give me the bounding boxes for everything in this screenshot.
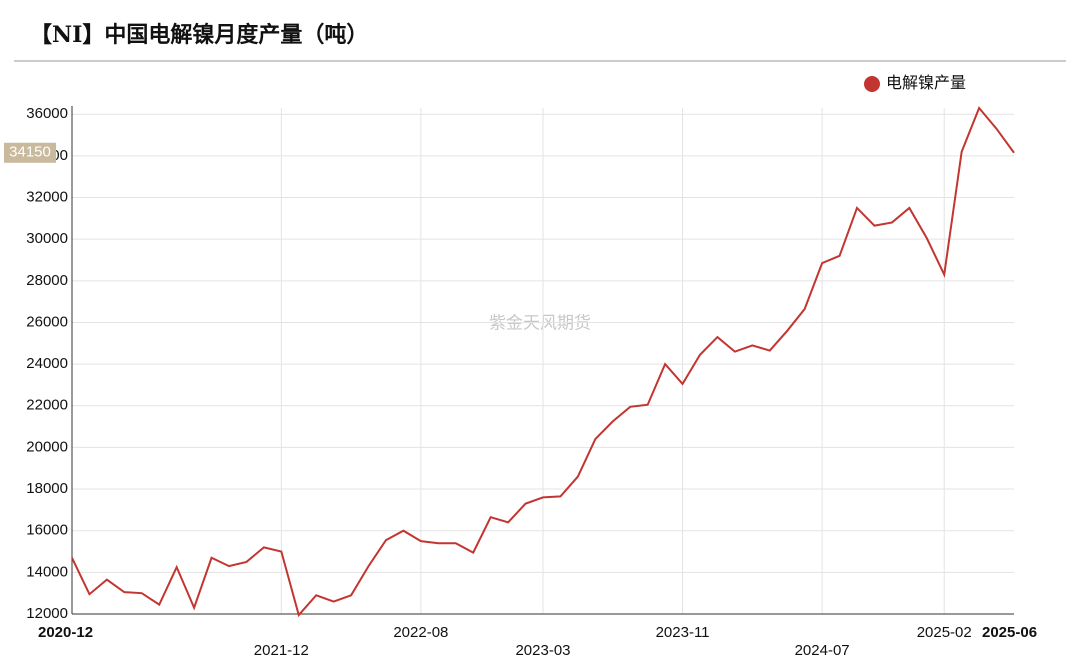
- legend-label: 电解镍产量: [886, 74, 966, 92]
- value-badge-label: 34150: [9, 144, 51, 161]
- y-tick-label: 12000: [26, 605, 68, 622]
- watermark: 紫金天风期货: [489, 313, 591, 332]
- x-tick-label: 2023-03: [515, 642, 570, 659]
- y-tick-label: 20000: [26, 438, 68, 455]
- y-tick-label: 26000: [26, 313, 68, 330]
- value-badge: [4, 142, 56, 163]
- x-tick-label: 2025-06: [982, 624, 1037, 641]
- y-tick-label: 36000: [26, 105, 68, 122]
- y-tick-label: 28000: [26, 272, 68, 289]
- y-tick-label: 16000: [26, 522, 68, 539]
- y-tick-label: 32000: [26, 189, 68, 206]
- legend-marker: [864, 76, 880, 92]
- x-tick-label: 2025-02: [917, 624, 972, 641]
- y-tick-label: 24000: [26, 355, 68, 372]
- chart-title: 【NI】中国电解镍月度产量（吨）: [30, 22, 368, 48]
- y-tick-label: 30000: [26, 230, 68, 247]
- x-tick-label: 2024-07: [795, 642, 850, 659]
- x-tick-label: 2020-12: [38, 624, 93, 641]
- x-tick-label: 2022-08: [393, 624, 448, 641]
- x-tick-label: 2021-12: [254, 642, 309, 659]
- x-tick-label: 2023-11: [656, 624, 710, 641]
- data-line: [71, 106, 1015, 618]
- y-tick-label: 18000: [26, 480, 68, 497]
- y-tick-label: 22000: [26, 397, 68, 414]
- y-tick-label: 14000: [26, 563, 68, 580]
